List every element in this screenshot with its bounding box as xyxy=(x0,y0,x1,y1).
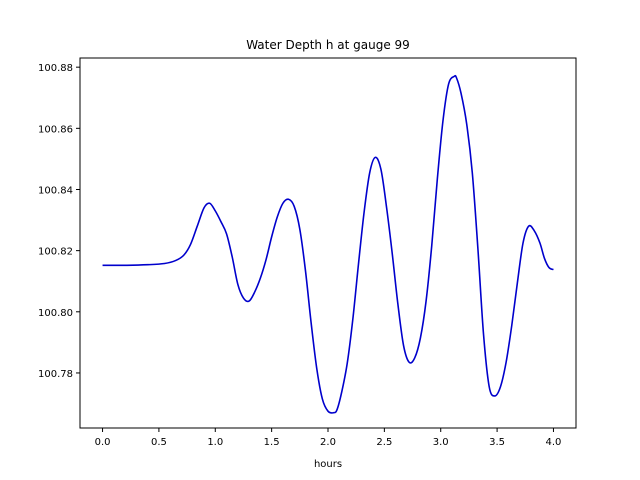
x-axis: 0.0 0.5 1.0 1.5 2.0 2.5 3.0 3.5 4.0 xyxy=(95,428,562,448)
y-tick-label: 100.84 xyxy=(38,185,73,196)
series-layer xyxy=(102,74,554,414)
y-tick-label: 100.78 xyxy=(38,369,73,380)
y-axis: 100.78 100.80 100.82 100.84 100.86 100.88 xyxy=(38,63,80,380)
x-tick-label: 2.0 xyxy=(320,437,336,448)
x-axis-label: hours xyxy=(314,459,342,470)
x-tick-label: 3.5 xyxy=(489,437,505,448)
x-tick-label: 0.0 xyxy=(95,437,111,448)
y-tick-label: 100.86 xyxy=(38,124,73,135)
x-tick-label: 4.0 xyxy=(546,437,562,448)
x-tick-label: 1.0 xyxy=(207,437,223,448)
x-tick-label: 2.5 xyxy=(376,437,392,448)
chart-title: Water Depth h at gauge 99 xyxy=(246,38,410,52)
y-tick-label: 100.80 xyxy=(38,308,73,319)
y-tick-label: 100.82 xyxy=(38,247,73,258)
x-tick-label: 0.5 xyxy=(151,437,167,448)
series-line xyxy=(102,74,554,414)
x-tick-label: 1.5 xyxy=(264,437,280,448)
x-tick-label: 3.0 xyxy=(433,437,449,448)
y-tick-label: 100.88 xyxy=(38,63,73,74)
